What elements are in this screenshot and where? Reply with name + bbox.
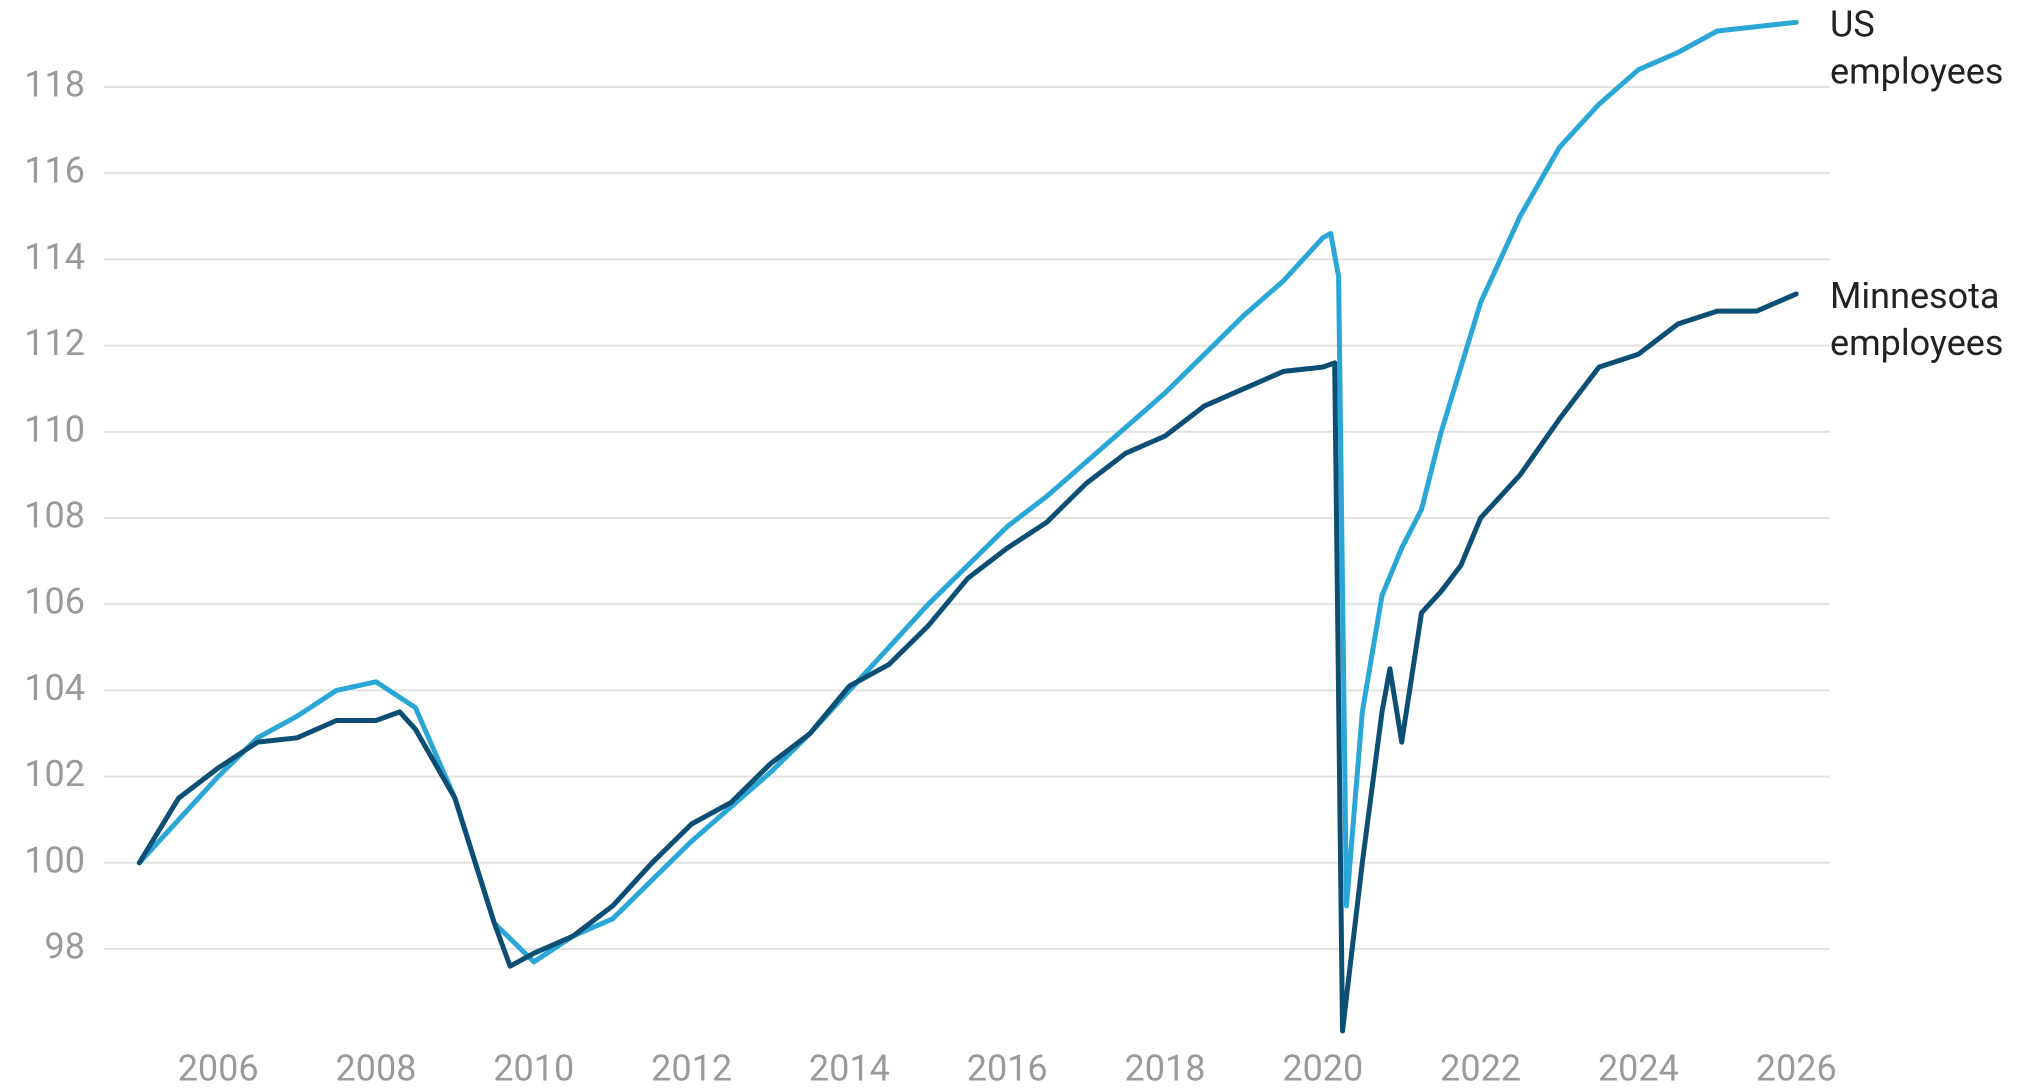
y-tick-label: 116 xyxy=(24,150,85,192)
y-tick-label: 98 xyxy=(45,925,85,967)
series-line xyxy=(136,291,1799,1034)
x-tick-label: 2014 xyxy=(809,1048,890,1088)
y-tick-label: 108 xyxy=(24,494,85,536)
x-tick-label: 2006 xyxy=(178,1048,259,1088)
x-tick-label: 2010 xyxy=(493,1048,574,1088)
x-tick-label: 2026 xyxy=(1756,1048,1837,1088)
series-label-line: Minnesota xyxy=(1830,274,2000,316)
series-line xyxy=(136,19,1799,965)
x-tick-label: 2016 xyxy=(967,1048,1048,1088)
y-tick-label: 118 xyxy=(24,63,85,105)
y-tick-label: 102 xyxy=(24,753,85,795)
y-tick-label: 112 xyxy=(24,322,85,364)
y-tick-label: 106 xyxy=(24,581,85,623)
x-tick-label: 2022 xyxy=(1440,1048,1521,1088)
series-label-line: US xyxy=(1830,3,1875,45)
x-tick-label: 2012 xyxy=(651,1048,732,1088)
y-tick-label: 114 xyxy=(24,236,85,278)
series-label: Minnesota employees xyxy=(1830,274,2003,363)
x-tick-label: 2024 xyxy=(1598,1048,1679,1088)
x-tick-label: 2020 xyxy=(1282,1048,1363,1088)
x-tick-label: 2018 xyxy=(1125,1048,1206,1088)
series-label: US employees xyxy=(1830,3,2003,92)
y-tick-label: 104 xyxy=(24,667,85,709)
series-label-line: employees xyxy=(1830,50,2003,92)
y-tick-label: 100 xyxy=(24,839,85,881)
y-tick-label: 110 xyxy=(24,408,85,450)
series-label-line: employees xyxy=(1830,321,2003,363)
x-tick-label: 2008 xyxy=(336,1048,417,1088)
